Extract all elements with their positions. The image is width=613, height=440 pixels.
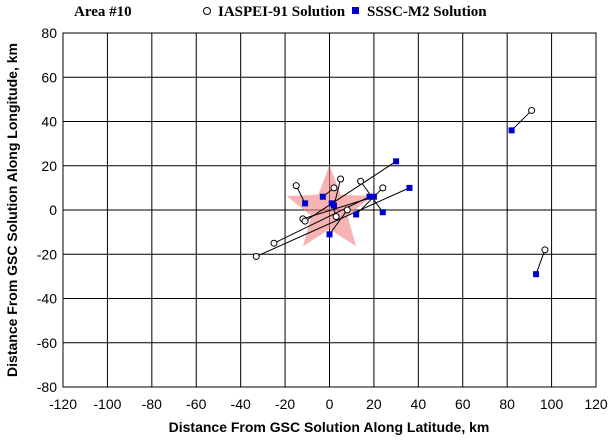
x-tick-label: -40 [231,396,251,412]
connector-line [511,110,532,131]
y-tick-labels: 80 60 40 20 0 -20 -40 -60 -80 [37,25,57,395]
connector-line [256,187,410,257]
y-tick-label: 40 [41,114,57,130]
sssc-point [302,200,309,207]
x-axis-title: Distance From GSC Solution Along Latitud… [169,419,490,435]
iaspei-point [292,182,300,190]
x-tick-label: 120 [584,396,608,412]
connector-line [329,209,348,235]
sssc-point [393,158,400,165]
chart-title: Area #10 [74,4,132,20]
plot-frame [62,32,597,388]
iaspei-point [343,206,351,214]
y-tick-label: 20 [41,158,57,174]
sssc-point [326,231,333,238]
sssc-point [319,193,326,200]
connector-line [273,196,370,244]
iaspei-point [270,239,278,247]
iaspei-point [252,252,260,260]
sssc-point [379,209,386,216]
sssc-point [508,127,515,134]
y-tick-label: -20 [37,246,57,262]
iaspei-point [337,175,345,183]
sssc-point [406,184,413,191]
x-tick-label: -120 [49,396,77,412]
y-tick-label: -60 [37,335,57,351]
x-tick-label: 0 [326,396,334,412]
iaspei-point [528,106,536,114]
y-tick-label: -80 [37,379,57,395]
legend-label-iaspei: IASPEI-91 Solution [218,4,346,20]
y-tick-label: 80 [41,25,57,41]
y-tick-label: 60 [41,69,57,85]
x-tick-label: 100 [540,396,564,412]
iaspei-point [332,213,340,221]
legend: IASPEI-91 Solution SSSC-M2 Solution [203,4,487,20]
sssc-point [328,200,335,207]
iaspei-point [541,246,549,254]
x-tick-label: -80 [142,396,162,412]
connector-lines [256,110,546,275]
y-tick-label: -40 [37,291,57,307]
iaspei-point [357,177,365,185]
x-tick-label: 60 [455,396,471,412]
connector-line [535,249,546,275]
x-tick-label: -20 [275,396,295,412]
connector-line [304,160,397,222]
x-tick-label: -60 [186,396,206,412]
y-axis-title: Distance From GSC Solution Along Longitu… [4,43,20,377]
connector-line [333,178,342,206]
sssc-point [370,193,377,200]
sssc-point [353,211,360,218]
y-tick-label: 0 [49,202,57,218]
connector-line [355,187,384,215]
x-tick-labels: -120 -100 -80 -60 -40 -20 0 20 40 60 80 100 120 [49,396,608,412]
data-points [252,106,549,278]
iaspei-point [379,184,387,192]
x-tick-label: 80 [499,396,515,412]
x-tick-label: 40 [411,396,427,412]
x-tick-label: -100 [93,396,121,412]
x-tick-label: 20 [366,396,382,412]
iaspei-point [301,217,309,225]
legend-marker-sssc [352,7,359,14]
legend-marker-iaspei [203,7,211,15]
sssc-point [366,193,373,200]
legend-label-sssc: SSSC-M2 Solution [367,4,487,20]
iaspei-point [330,184,338,192]
sssc-point [533,271,540,278]
